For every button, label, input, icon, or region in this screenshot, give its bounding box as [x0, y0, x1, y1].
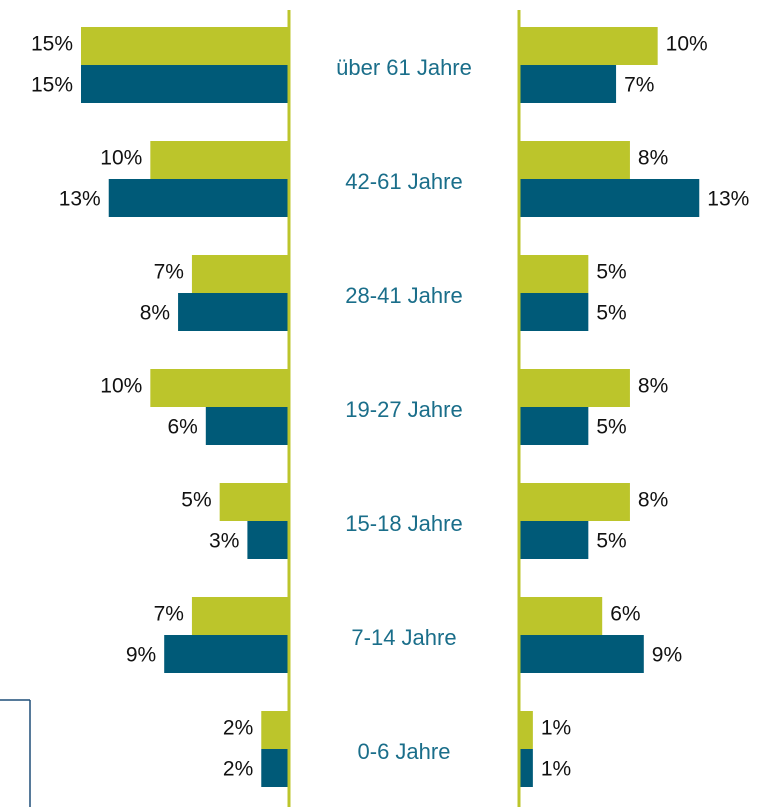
- category-label: 19-27 Jahre: [345, 397, 462, 422]
- bar: [191, 255, 289, 293]
- bar: [519, 179, 700, 217]
- value-label: 9%: [652, 644, 682, 667]
- value-label: 8%: [638, 147, 668, 170]
- bar: [519, 711, 533, 749]
- value-label: 2%: [223, 717, 253, 740]
- value-label: 5%: [596, 530, 626, 553]
- bar: [519, 749, 533, 787]
- bar: [519, 293, 589, 331]
- value-label: 8%: [140, 302, 170, 325]
- bar: [178, 293, 289, 331]
- bar: [261, 711, 289, 749]
- bar: [519, 255, 589, 293]
- bar: [108, 179, 289, 217]
- category-label: 42-61 Jahre: [345, 169, 462, 194]
- value-label: 5%: [596, 416, 626, 439]
- category-label: 15-18 Jahre: [345, 511, 462, 536]
- bar: [150, 141, 289, 179]
- bar: [519, 141, 630, 179]
- category-label: 28-41 Jahre: [345, 283, 462, 308]
- bar: [261, 749, 289, 787]
- value-label: 2%: [223, 758, 253, 781]
- value-label: 1%: [541, 758, 571, 781]
- bar: [519, 27, 658, 65]
- value-label: 3%: [209, 530, 239, 553]
- bar: [519, 521, 589, 559]
- value-label: 7%: [154, 261, 184, 284]
- value-label: 13%: [59, 188, 101, 211]
- bar: [519, 369, 630, 407]
- value-label: 9%: [126, 644, 156, 667]
- value-label: 10%: [666, 33, 708, 56]
- value-label: 6%: [610, 603, 640, 626]
- bar: [219, 483, 289, 521]
- value-label: 13%: [707, 188, 749, 211]
- bar: [519, 483, 630, 521]
- category-label: 7-14 Jahre: [351, 625, 456, 650]
- value-label: 5%: [596, 302, 626, 325]
- value-label: 10%: [100, 147, 142, 170]
- value-label: 1%: [541, 717, 571, 740]
- value-label: 6%: [167, 416, 197, 439]
- bar: [164, 635, 289, 673]
- value-label: 7%: [154, 603, 184, 626]
- value-label: 5%: [596, 261, 626, 284]
- bar: [519, 65, 617, 103]
- bar: [247, 521, 289, 559]
- bar: [81, 65, 289, 103]
- bar: [519, 635, 644, 673]
- bar: [519, 407, 589, 445]
- bar: [191, 597, 289, 635]
- bar: [205, 407, 289, 445]
- value-label: 8%: [638, 489, 668, 512]
- value-label: 5%: [181, 489, 211, 512]
- value-label: 7%: [624, 74, 654, 97]
- value-label: 10%: [100, 375, 142, 398]
- value-label: 8%: [638, 375, 668, 398]
- category-label: über 61 Jahre: [336, 55, 472, 80]
- value-label: 15%: [31, 74, 73, 97]
- bar: [519, 597, 603, 635]
- bar: [150, 369, 289, 407]
- value-label: 15%: [31, 33, 73, 56]
- category-label: 0-6 Jahre: [358, 739, 451, 764]
- bar: [81, 27, 289, 65]
